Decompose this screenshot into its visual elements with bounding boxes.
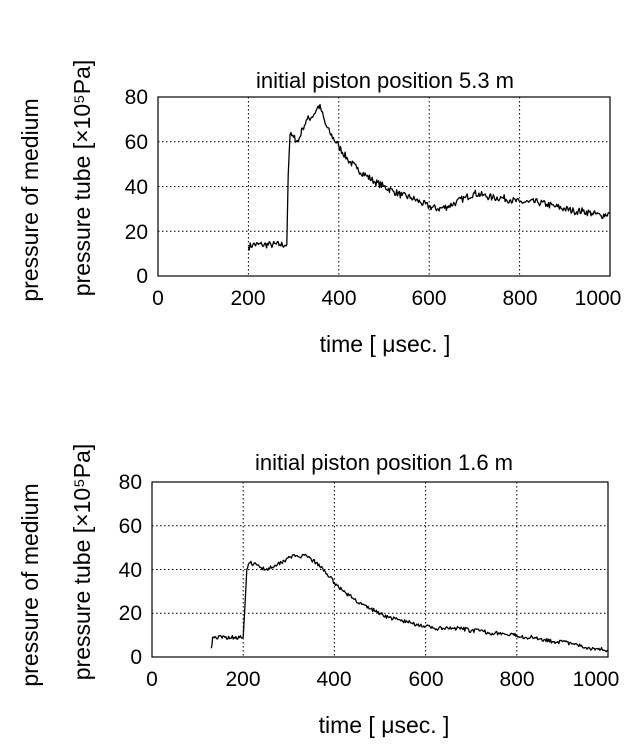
chart-top-title: initial piston position 5.3 m	[256, 68, 514, 93]
y-tick-label: 80	[125, 86, 148, 109]
chart-top-x-ticks: 0 200 400 600 800 1000	[152, 287, 621, 310]
chart-bottom-grid	[152, 482, 608, 657]
y-tick-label: 0	[130, 646, 142, 669]
y-tick-label: 40	[119, 559, 142, 582]
x-tick-label: 1000	[573, 668, 620, 691]
y-tick-label: 20	[119, 602, 142, 625]
x-tick-label: 800	[502, 287, 537, 310]
y-tick-label: 0	[136, 265, 148, 288]
y-tick-label: 60	[119, 515, 142, 538]
chart-top-x-axis-label: time [ μsec. ]	[320, 331, 451, 357]
x-tick-label: 200	[225, 668, 260, 691]
x-tick-label: 600	[411, 287, 446, 310]
chart-top-y-ticks: 80 60 40 20 0	[125, 86, 148, 288]
x-tick-label: 600	[408, 668, 443, 691]
chart-top-grid	[158, 97, 610, 276]
y-tick-label: 80	[119, 471, 142, 494]
x-tick-label: 0	[152, 287, 164, 310]
y-tick-label: 60	[125, 131, 148, 154]
chart-top-series-line	[247, 103, 611, 251]
chart-bottom-series-line	[210, 553, 609, 653]
chart-top-y-axis-label-line2: pressure tube [×10⁵Pa]	[69, 60, 95, 297]
x-tick-label: 800	[499, 668, 534, 691]
x-tick-label: 0	[146, 668, 158, 691]
y-tick-label: 20	[125, 221, 148, 244]
chart-bottom: initial piston position 1.6 m 80 60 40 2…	[17, 444, 619, 738]
chart-bottom-y-ticks: 80 60 40 20 0	[119, 471, 142, 669]
x-tick-label: 1000	[575, 287, 622, 310]
x-tick-label: 200	[230, 287, 265, 310]
chart-bottom-x-ticks: 0 200 400 600 800 1000	[146, 668, 619, 691]
x-tick-label: 400	[316, 668, 351, 691]
chart-bottom-y-axis-label-line1: pressure of medium	[17, 483, 43, 686]
x-tick-label: 400	[321, 287, 356, 310]
chart-top-y-axis-label-line1: pressure of medium	[17, 98, 43, 301]
chart-bottom-x-axis-label: time [ μsec. ]	[319, 712, 450, 738]
chart-top: initial piston position 5.3 m 80 60 40 2…	[17, 60, 621, 357]
y-tick-label: 40	[125, 176, 148, 199]
chart-bottom-y-axis-label-line2: pressure tube [×10⁵Pa]	[69, 444, 95, 681]
chart-bottom-title: initial piston position 1.6 m	[255, 450, 513, 475]
